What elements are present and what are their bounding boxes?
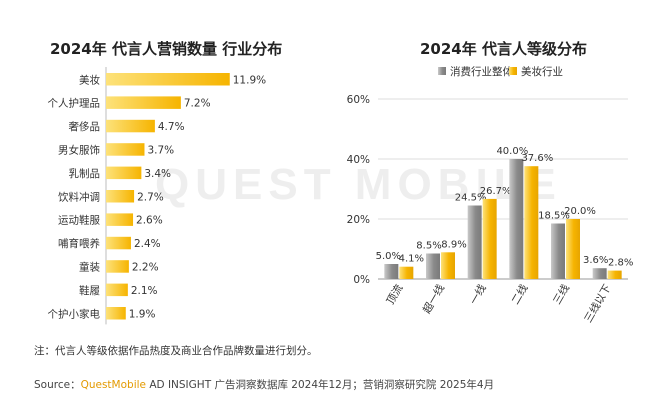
footnote: 注：代言人等级依据作品热度及商业合作品牌数量进行划分。 <box>34 345 318 357</box>
category-label: 美妆 <box>79 73 100 86</box>
overall-bar <box>551 223 565 279</box>
legend-label: 消费行业整体 <box>450 65 513 78</box>
value-label: 2.4% <box>134 238 161 250</box>
legend-swatch <box>509 67 517 75</box>
value-label: 2.2% <box>132 261 159 273</box>
value-label: 11.9% <box>233 74 266 86</box>
industry-bar <box>106 96 181 109</box>
category-label: 乳制品 <box>69 167 101 180</box>
legend-swatch <box>438 67 446 75</box>
industry-bar <box>106 307 126 320</box>
industry-bar <box>106 190 135 203</box>
category-label: 鞋履 <box>79 284 100 297</box>
overall-bar <box>426 253 440 279</box>
tier-label: 二线 <box>509 282 531 307</box>
y-tick-label: 40% <box>347 154 370 166</box>
bar-value-label: 26.7% <box>480 186 512 197</box>
y-tick-label: 60% <box>347 94 370 106</box>
beauty-bar <box>441 252 455 279</box>
tier-label: 三线 <box>550 282 572 307</box>
left-chart-title: 2024年 代言人营销数量 行业分布 <box>50 40 283 58</box>
overall-bar <box>384 264 399 279</box>
industry-bar <box>106 73 230 86</box>
y-tick-label: 20% <box>347 214 370 226</box>
bar-value-label: 20.0% <box>564 206 596 217</box>
tier-label: 顶流 <box>384 282 406 307</box>
industry-bar <box>106 283 128 297</box>
value-label: 3.7% <box>147 144 174 156</box>
value-label: 2.1% <box>131 285 158 297</box>
bar-value-label: 24.5% <box>455 193 487 204</box>
value-label: 2.6% <box>136 215 163 227</box>
beauty-bar <box>524 166 539 279</box>
legend: 消费行业整体 美妆行业 <box>438 65 563 78</box>
overall-bar <box>592 268 607 279</box>
legend-label: 美妆行业 <box>521 65 563 78</box>
industry-bar <box>106 143 145 156</box>
beauty-bar <box>607 270 622 279</box>
overall-bar <box>467 205 482 279</box>
bar-value-label: 8.9% <box>441 239 466 250</box>
bar-value-label: 18.5% <box>538 211 570 222</box>
tier-label: 超一线 <box>420 282 447 316</box>
beauty-bar <box>399 266 414 279</box>
beauty-bar <box>482 198 497 279</box>
beauty-bar <box>566 219 580 279</box>
source-rest: AD INSIGHT 广告洞察数据库 2024年12月；营销洞察研究院 2025… <box>146 379 495 391</box>
overall-bar <box>509 159 524 279</box>
bar-value-label: 2.8% <box>608 258 633 269</box>
category-label: 个护小家电 <box>48 307 101 320</box>
industry-bar <box>106 236 131 250</box>
tier-bar-chart: 0% 20% 40% 60% 消费行业整体 美妆行业 5.0%4.1% 顶流 8.5% 8.9% 超… <box>347 65 634 325</box>
industry-bar-chart: 美妆 11.9% 个人护理品 7.2% 奢侈品 4.7% 男女服饰 3.7% 乳制品 3.4% 饮料… <box>48 67 266 325</box>
category-label: 奢侈品 <box>69 120 101 133</box>
bar-value-label: 5.0% <box>376 251 401 262</box>
category-label: 童装 <box>79 260 100 273</box>
category-label: 哺育喂养 <box>58 237 100 250</box>
tier-label: 三线以下 <box>582 282 614 325</box>
source-line: Source：QuestMobile AD INSIGHT 广告洞察数据库 20… <box>34 377 494 392</box>
industry-bar <box>106 166 142 180</box>
category-label: 男女服饰 <box>58 143 100 156</box>
source-brand: QuestMobile <box>80 379 146 391</box>
value-label: 4.7% <box>158 121 185 133</box>
bar-value-label: 8.5% <box>416 241 441 252</box>
industry-bar <box>106 119 155 133</box>
source-prefix: Source： <box>34 379 81 391</box>
bar-value-label: 40.0% <box>496 146 528 157</box>
right-chart-title: 2024年 代言人等级分布 <box>420 40 587 58</box>
value-label: 3.4% <box>144 168 171 180</box>
bar-value-label: 3.6% <box>583 255 608 266</box>
category-label: 运动鞋服 <box>58 214 100 227</box>
value-label: 7.2% <box>184 98 211 110</box>
y-tick-label: 0% <box>353 274 370 286</box>
bar-value-label: 37.6% <box>521 153 553 164</box>
industry-bar <box>106 260 129 273</box>
category-label: 个人护理品 <box>48 97 101 110</box>
industry-bar <box>106 213 134 226</box>
category-label: 饮料冲调 <box>58 190 100 203</box>
value-label: 1.9% <box>129 308 156 320</box>
bar-value-label: 4.1% <box>399 254 424 265</box>
value-label: 2.7% <box>137 191 164 203</box>
tier-label: 一线 <box>467 282 489 307</box>
